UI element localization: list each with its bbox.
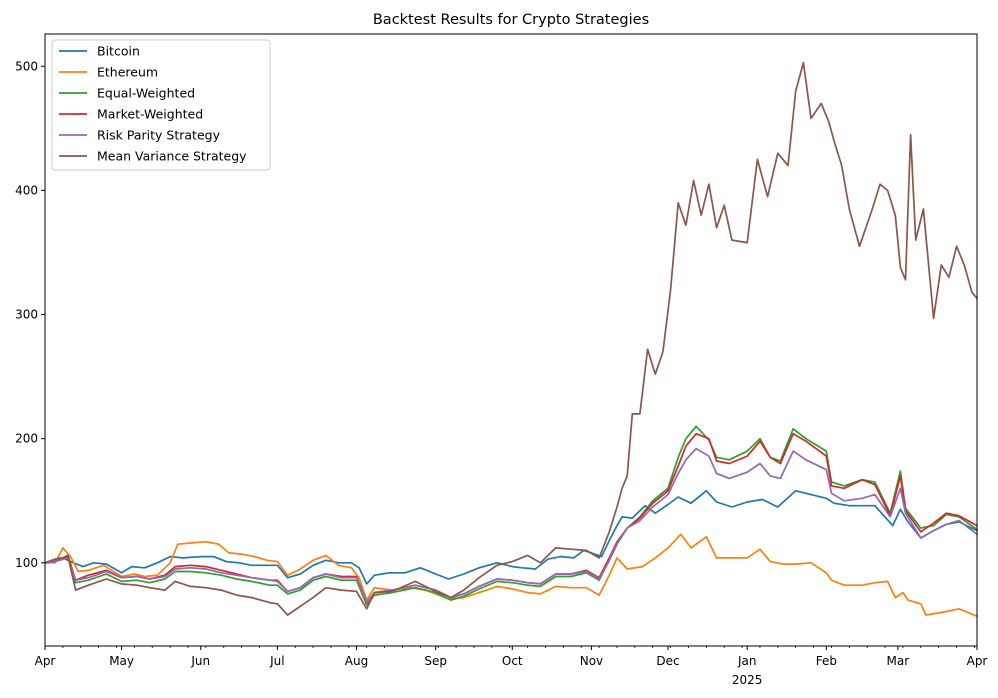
x-tick-year-label: 2025	[732, 673, 763, 687]
series-lines	[44, 61, 978, 618]
x-tick-label: Mar	[887, 654, 910, 668]
x-tick-label: Aug	[345, 654, 368, 668]
x-tick-label: Feb	[816, 654, 837, 668]
x-tick-label: Dec	[656, 654, 679, 668]
legend: Bitcoin Ethereum Equal-Weighted Market-Weig…	[51, 39, 271, 171]
y-tick-label: 500	[15, 59, 38, 73]
legend-label: Bitcoin	[97, 44, 140, 59]
legend-label: Market-Weighted	[97, 107, 203, 122]
x-tick-label: Apr	[967, 654, 988, 668]
x-tick-label: Sep	[424, 654, 447, 668]
x-tick-label: Oct	[502, 654, 523, 668]
legend-box	[51, 39, 271, 171]
x-tick-label: Nov	[580, 654, 603, 668]
x-axis: Apr May Jun Jul Aug Sep Oct Nov Dec Jan 2025 Feb Mar…	[35, 646, 988, 687]
legend-label: Risk Parity Strategy	[97, 128, 221, 143]
series-line-6	[44, 61, 978, 616]
series-line-1	[44, 489, 978, 585]
legend-label: Ethereum	[97, 65, 158, 80]
x-tick-label: Jan	[737, 654, 757, 668]
x-tick-label: May	[109, 654, 134, 668]
y-axis: 100 200 300 400 500	[15, 59, 45, 570]
y-tick-label: 300	[15, 308, 38, 322]
y-tick-label: 400	[15, 183, 38, 197]
series-line-2	[44, 533, 978, 618]
chart-title: Backtest Results for Crypto Strategies	[373, 12, 649, 28]
plot-area-frame	[44, 33, 978, 647]
y-tick-label: 200	[15, 432, 38, 446]
series-line-5	[44, 447, 978, 604]
y-tick-label: 100	[15, 556, 38, 570]
x-tick-label: Apr	[35, 654, 56, 668]
x-tick-label: Jun	[190, 654, 210, 668]
legend-label: Equal-Weighted	[97, 86, 195, 101]
x-tick-label: Jul	[269, 654, 284, 668]
legend-label: Mean Variance Strategy	[97, 149, 247, 164]
